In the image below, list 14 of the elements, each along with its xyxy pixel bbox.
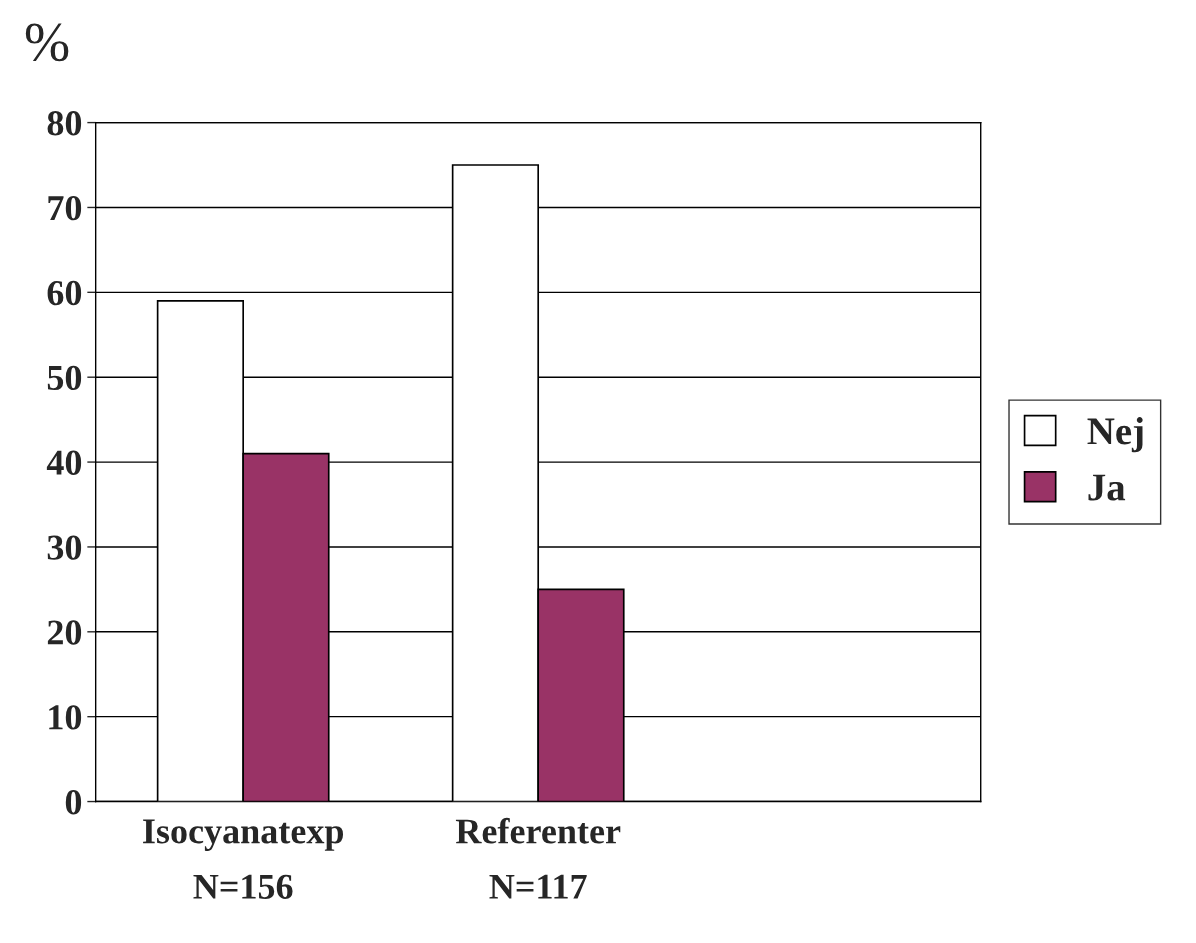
y-tick-label: 0 xyxy=(65,790,82,815)
y-tick-label: 30 xyxy=(47,535,82,560)
y-tick-label: 80 xyxy=(47,111,82,136)
x-tick-label: Isocyanatexp N=156 xyxy=(143,819,344,899)
y-tick-label: 20 xyxy=(47,620,82,645)
legend-label: Ja xyxy=(1088,474,1126,501)
x-tick-label: Referenter N=117 xyxy=(455,817,621,899)
y-tick-label: 70 xyxy=(48,195,82,221)
y-axis-title: % xyxy=(25,23,69,62)
y-tick-label: 50 xyxy=(47,365,82,391)
y-tick-label: 60 xyxy=(47,280,82,306)
y-tick-label: 10 xyxy=(49,705,82,730)
y-tick-label: 40 xyxy=(46,450,82,475)
legend-label: Nej xyxy=(1087,417,1143,453)
